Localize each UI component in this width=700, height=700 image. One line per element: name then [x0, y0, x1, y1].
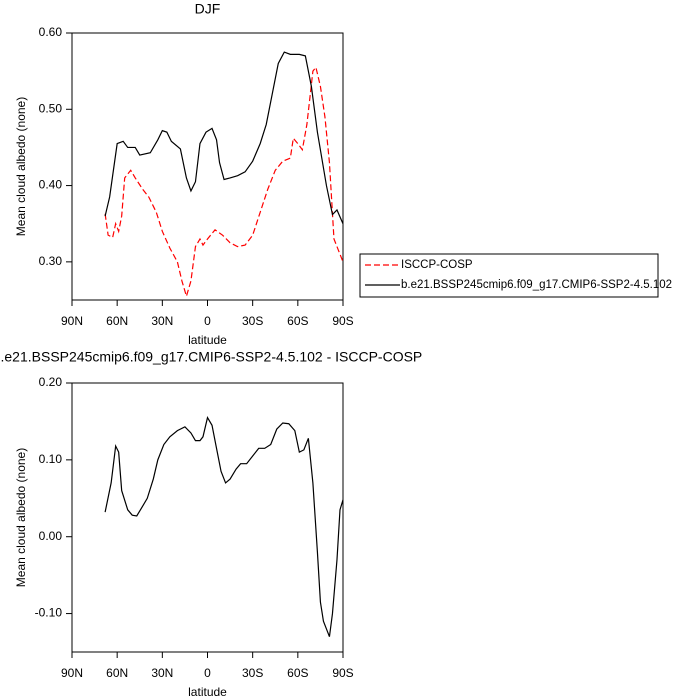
y-tick-label: 0.10 [39, 452, 63, 466]
y-axis-label: Mean cloud albedo (none) [14, 97, 28, 236]
x-tick-label: 90S [332, 666, 353, 680]
x-tick-label: 30N [151, 666, 173, 680]
y-tick-label: 0.30 [39, 254, 63, 268]
x-tick-label: 60S [287, 666, 308, 680]
x-axis-label: latitude [188, 685, 227, 699]
y-tick-label: -0.10 [35, 606, 63, 620]
x-tick-label: 60N [106, 314, 128, 328]
y-axis-label: Mean cloud albedo (none) [14, 448, 28, 587]
x-tick-label: 60N [106, 666, 128, 680]
legend-box [359, 253, 659, 298]
chart-title: b.e21.BSSP245cmip6.f09_g17.CMIP6-SSP2-4.… [0, 349, 422, 365]
plot-frame [71, 32, 344, 301]
legend-label: ISCCP-COSP [401, 259, 473, 271]
x-tick-label: 30N [151, 314, 173, 328]
y-tick-label: 0.50 [39, 101, 63, 115]
y-tick-label: 0.40 [39, 178, 63, 192]
legend-label: b.e21.BSSP245cmip6.f09_g17.CMIP6-SSP2-4.… [401, 279, 672, 291]
x-tick-label: 90N [61, 666, 83, 680]
x-tick-label: 0 [204, 666, 211, 680]
legend: ISCCP-COSP b.e21.BSSP245cmip6.f09_g17.CMI… [359, 253, 672, 298]
y-tick-label: 0.60 [39, 25, 63, 39]
x-tick-label: 30S [242, 666, 263, 680]
data-line [104, 415, 344, 637]
plot-frame [71, 382, 344, 653]
x-tick-label: 90N [61, 314, 83, 328]
chart-title: DJF [195, 1, 221, 17]
x-tick-label: 30S [242, 314, 263, 328]
x-axis-label: latitude [188, 333, 227, 347]
data-line [104, 51, 344, 224]
x-tick-label: 60S [287, 314, 308, 328]
x-tick-label: 90S [332, 314, 353, 328]
data-line [104, 65, 344, 299]
y-tick-label: 0.00 [39, 529, 63, 543]
y-tick-label: 0.20 [39, 375, 63, 389]
x-tick-label: 0 [204, 314, 211, 328]
